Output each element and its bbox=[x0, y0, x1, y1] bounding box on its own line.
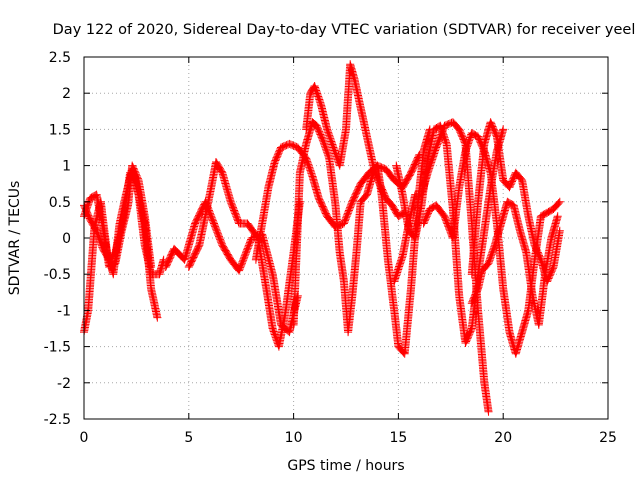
axis-ticks bbox=[83, 56, 609, 420]
x-tick-label: 0 bbox=[80, 430, 89, 446]
y-tick-label: 2.5 bbox=[49, 50, 71, 66]
y-axis-label: SDTVAR / TECUs bbox=[7, 181, 23, 296]
series-d bbox=[161, 197, 302, 337]
series-l-markers bbox=[467, 118, 564, 286]
data-points bbox=[80, 60, 564, 416]
y-tick-label: 0 bbox=[62, 231, 71, 247]
y-tick-label: -2.5 bbox=[44, 412, 71, 428]
y-tick-label: -2 bbox=[57, 376, 71, 392]
x-tick-label: 5 bbox=[184, 430, 193, 446]
x-axis-label: GPS time / hours bbox=[287, 458, 404, 474]
y-tick-label: -1 bbox=[57, 303, 71, 319]
series-i-markers bbox=[390, 118, 493, 416]
y-tick-label: 0.5 bbox=[49, 195, 71, 211]
y-tick-label: 2 bbox=[62, 86, 71, 102]
y-tick-label: 1.5 bbox=[49, 122, 71, 138]
series-d-markers bbox=[161, 197, 302, 337]
y-tick-labels: -2.5 -2 -1.5 -1 -0.5 0 0.5 1 1.5 2 2.5 bbox=[44, 50, 71, 428]
y-tick-label: -0.5 bbox=[44, 267, 71, 283]
chart-title: Day 122 of 2020, Sidereal Day-to-day VTE… bbox=[53, 22, 636, 38]
series-h bbox=[302, 60, 409, 221]
y-tick-label: -1.5 bbox=[44, 340, 71, 356]
series-m bbox=[467, 197, 562, 329]
series-h-markers bbox=[302, 60, 409, 221]
series-i bbox=[390, 118, 493, 416]
x-tick-labels: 0 5 10 15 20 25 bbox=[80, 430, 617, 446]
series-l bbox=[467, 118, 564, 286]
series-m-markers bbox=[467, 197, 562, 329]
x-tick-label: 10 bbox=[285, 430, 303, 446]
x-tick-label: 25 bbox=[599, 430, 617, 446]
y-tick-label: 1 bbox=[62, 159, 71, 175]
x-tick-label: 20 bbox=[494, 430, 512, 446]
x-tick-label: 15 bbox=[389, 430, 407, 446]
